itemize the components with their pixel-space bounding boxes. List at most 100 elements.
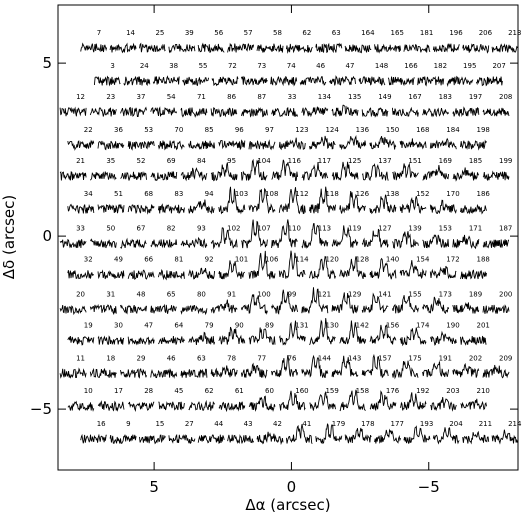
spectrum — [241, 219, 268, 249]
spectrum — [339, 191, 367, 214]
spectrum — [403, 425, 431, 444]
fiber-label: 192 — [416, 387, 429, 395]
spectrum — [271, 159, 299, 182]
fiber-label: 211 — [479, 420, 492, 428]
fiber-label: 43 — [244, 420, 253, 428]
spectrum — [271, 355, 299, 378]
spectrum — [256, 431, 284, 446]
fiber-label: 134 — [318, 93, 332, 101]
spectrum — [475, 76, 503, 87]
spectrum — [218, 186, 246, 215]
spectrum — [210, 299, 238, 314]
fiber-label: 207 — [492, 62, 505, 70]
fiber-label: 199 — [499, 157, 512, 165]
spectrum — [429, 199, 457, 215]
fiber-label: 202 — [469, 354, 482, 362]
fiber-label: 25 — [155, 29, 164, 37]
fiber-label: 141 — [378, 290, 391, 298]
fiber-label: 9 — [126, 420, 130, 428]
fiber-label: 94 — [205, 190, 214, 198]
spectrum — [301, 223, 329, 250]
fiber-label: 150 — [386, 126, 399, 134]
spectrum — [188, 140, 216, 150]
fiber-label: 16 — [97, 420, 106, 428]
spectrum — [127, 140, 155, 151]
fiber-label: 92 — [205, 256, 214, 264]
spectrum — [197, 434, 225, 445]
fiber-label: 47 — [346, 62, 355, 70]
spectrum — [391, 360, 419, 380]
fiber-label: 113 — [318, 225, 331, 233]
spectrum — [285, 424, 313, 444]
spectrum — [422, 234, 450, 249]
spectrum — [248, 139, 276, 151]
fiber-label: 62 — [302, 29, 311, 37]
fiber-label: 175 — [408, 354, 421, 362]
fiber-label: 190 — [446, 321, 459, 329]
fiber-label: 135 — [348, 93, 361, 101]
spectrum — [391, 106, 419, 117]
fiber-label: 177 — [391, 420, 404, 428]
spectrum — [158, 335, 185, 345]
fiber-label: 7 — [97, 29, 101, 37]
fiber-label: 95 — [227, 157, 236, 165]
fiber-label: 27 — [185, 420, 194, 428]
spectrum — [460, 269, 487, 280]
fiber-label: 188 — [477, 256, 490, 264]
spectrum — [59, 367, 87, 379]
fiber-label: 84 — [197, 157, 206, 165]
spectrum — [248, 327, 276, 346]
fiber-label: 169 — [439, 157, 452, 165]
fiber-label: 83 — [174, 190, 183, 198]
fiber-label: 85 — [205, 126, 214, 134]
fiber-label: 93 — [197, 225, 206, 233]
spectrum — [278, 250, 306, 279]
spectrum — [309, 186, 336, 214]
fiber-label: 112 — [295, 190, 308, 198]
spectrum — [80, 433, 107, 444]
fiber-label: 184 — [446, 126, 460, 134]
spectrum — [152, 75, 180, 85]
fiber-label: 31 — [106, 290, 115, 298]
spectrum — [309, 255, 336, 280]
fiber-label: 58 — [273, 29, 282, 37]
fiber-label: 90 — [235, 321, 244, 329]
spectrum — [369, 390, 397, 411]
fiber-label: 21 — [76, 157, 85, 165]
fiber-label: 15 — [155, 420, 164, 428]
fiber-label: 185 — [469, 157, 482, 165]
fiber-label: 65 — [167, 290, 176, 298]
spectrum — [339, 134, 367, 151]
spectrum — [240, 107, 268, 118]
fiber-label: 104 — [257, 157, 271, 165]
fiber-label: 67 — [137, 225, 146, 233]
spectrum — [97, 335, 125, 345]
spectrum — [89, 238, 117, 249]
fiber-label: 124 — [325, 126, 339, 134]
spectrum — [399, 196, 427, 214]
fiber-label: 32 — [84, 256, 93, 264]
spectrum — [329, 75, 356, 86]
fiber-label: 23 — [106, 93, 115, 101]
fiber-label: 119 — [348, 225, 361, 233]
spectrum — [109, 42, 137, 54]
spectrum — [180, 167, 208, 182]
spectrum — [218, 260, 246, 280]
spectrum — [150, 303, 177, 314]
spectrum — [240, 362, 268, 379]
spectrum — [309, 135, 336, 150]
spectrum — [210, 162, 238, 182]
spectrum — [270, 76, 298, 87]
spectrum — [299, 76, 327, 86]
spectrum — [89, 171, 117, 181]
y-tick-label: 5 — [42, 54, 52, 72]
spectrum — [227, 42, 255, 53]
spectrum — [93, 75, 121, 87]
spectrum — [285, 43, 313, 54]
spectrum — [301, 354, 329, 378]
spectrum — [301, 287, 329, 314]
fiber-label: 38 — [169, 62, 178, 70]
fiber-label: 167 — [408, 93, 421, 101]
fiber-label: 181 — [420, 29, 433, 37]
